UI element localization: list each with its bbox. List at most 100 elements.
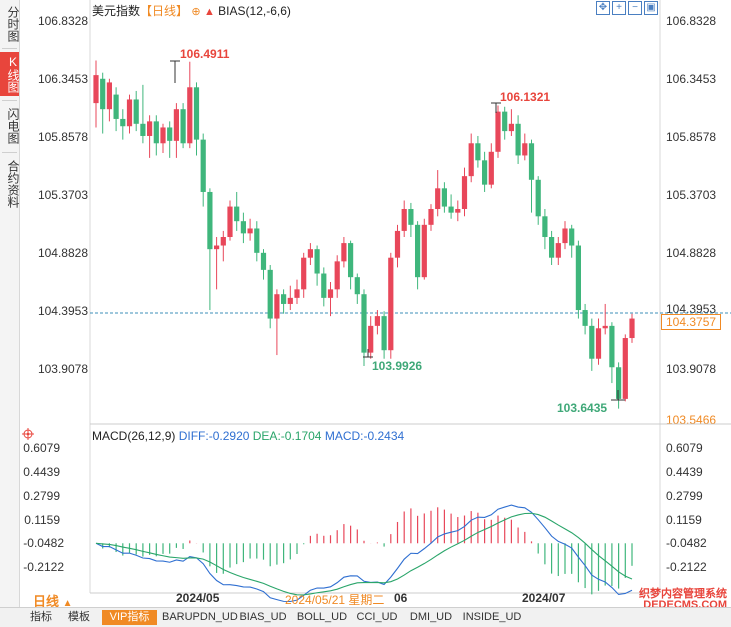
side-tab-kline[interactable]: K线图	[0, 52, 20, 96]
candle-body	[153, 121, 159, 144]
tab-inside-ud[interactable]: INSIDE_UD	[462, 611, 522, 623]
candle-body	[193, 87, 200, 140]
candle-body	[589, 325, 595, 359]
high-label-1: 106.4911	[180, 47, 230, 61]
x-label-jul: 2024/07	[522, 591, 566, 605]
diff-line	[95, 504, 633, 603]
tab-vip-indicators[interactable]: VIP指标	[102, 610, 157, 625]
candle-body	[549, 237, 555, 258]
high-marker-2	[491, 102, 501, 113]
candle-body	[528, 143, 535, 180]
side-tab-contract-info[interactable]: 合约资料	[6, 160, 20, 208]
candle-body	[214, 245, 220, 250]
tab-cci-ud[interactable]: CCI_UD	[356, 611, 398, 623]
price-tick: 106.3453	[666, 72, 717, 86]
candle-body	[361, 294, 367, 353]
price-axis-right: 106.8328 106.3453 105.8578 105.3703 104.…	[660, 0, 731, 430]
candle-body	[240, 221, 246, 234]
price-tick: 104.3953	[666, 302, 717, 316]
side-tab-timeshare[interactable]: 分时图	[6, 6, 20, 42]
candle-body	[133, 99, 139, 124]
candle-body	[408, 209, 414, 225]
macd-tick: 0.6079	[666, 441, 703, 455]
x-label-jun: 06	[394, 591, 408, 605]
candle-body	[495, 111, 501, 152]
zoom-in-icon[interactable]: +	[612, 1, 626, 15]
macd-tick: -0.2122	[23, 560, 64, 574]
candle-body	[401, 209, 407, 231]
tab-boll-ud[interactable]: BOLL_UD	[296, 611, 348, 623]
candle-body	[173, 109, 179, 141]
candle-body	[220, 237, 226, 246]
candle-body	[609, 325, 615, 368]
candle-body	[622, 338, 628, 399]
candle-body	[488, 151, 494, 185]
tab-bias-ud[interactable]: BIAS_UD	[239, 611, 287, 623]
macd-settings-icon[interactable]	[22, 428, 34, 440]
candle-body	[274, 294, 280, 319]
candle-body	[502, 111, 508, 132]
candle-body	[126, 99, 133, 127]
tab-dmi-ud[interactable]: DMI_UD	[409, 611, 453, 623]
candle-body	[388, 257, 394, 351]
price-tick: 106.8328	[666, 14, 717, 28]
price-tick: 104.3953	[37, 304, 88, 318]
candle-body	[120, 118, 126, 127]
watermark: 织梦内容管理系统 DEDECMS.COM	[639, 588, 727, 611]
chart-header: 美元指数【日线】 ⊕ ▲ BIAS(12,-6,6)	[92, 2, 291, 18]
candle-body	[301, 257, 307, 290]
candle-body	[341, 243, 347, 262]
price-tick: 103.9078	[37, 362, 88, 376]
macd-axis-right: 0.6079 0.4439 0.2799 0.1159 -0.0482 -0.2…	[660, 0, 731, 600]
candle-body	[307, 249, 313, 258]
add-indicator-icon[interactable]: ⊕	[191, 6, 201, 18]
x-label-may: 2024/05	[176, 591, 220, 605]
candle-body	[368, 325, 374, 353]
candle-body	[415, 224, 421, 278]
low-marker-2	[611, 390, 625, 401]
tab-barupdn-ud[interactable]: BARUPDN_UD	[162, 611, 238, 623]
candle-body	[441, 188, 447, 207]
price-tick: 106.3453	[37, 72, 88, 86]
candle-body	[421, 224, 427, 278]
price-axis-left: 106.8328 106.3453 105.8578 105.3703 104.…	[0, 0, 90, 430]
fullscreen-icon[interactable]: ▣	[644, 1, 658, 15]
candle-body	[461, 176, 468, 210]
indicator-label: BIAS(12,-6,6)	[218, 4, 291, 18]
macd-tick: -0.0482	[666, 536, 707, 550]
price-tick: 106.8328	[37, 14, 88, 28]
instrument-title: 美元指数	[92, 4, 141, 18]
candle-body	[140, 123, 146, 136]
period-label[interactable]: 【日线】	[140, 4, 189, 18]
macd-tick: 0.1159	[666, 513, 702, 527]
candle-body	[180, 109, 186, 144]
candle-body	[435, 188, 441, 210]
low-label-2: 103.6435	[557, 401, 608, 415]
move-icon[interactable]: ✥	[596, 1, 610, 15]
macd-tick: 0.2799	[23, 489, 60, 503]
candle-body	[334, 261, 340, 290]
candle-body	[348, 243, 354, 278]
dea-line	[95, 512, 633, 596]
low-label-1: 103.9926	[372, 359, 423, 373]
price-tick: 103.9078	[666, 362, 717, 376]
tab-indicators[interactable]: 指标	[30, 611, 52, 623]
last-price-tag: 104.3757	[661, 314, 722, 330]
candle-body	[629, 318, 635, 339]
candle-body	[569, 228, 575, 246]
zoom-out-icon[interactable]: −	[628, 1, 642, 15]
macd-diff: DIFF:-0.2920	[178, 429, 250, 443]
macd-tick: 0.2799	[666, 489, 703, 503]
indicator-arrow-icon[interactable]: ▲	[203, 6, 215, 18]
candle-body	[468, 143, 474, 177]
candle-body	[475, 143, 481, 161]
side-tab-flash[interactable]: 闪电图	[6, 108, 20, 144]
candle-body	[321, 273, 327, 298]
price-tick: 104.8828	[666, 246, 717, 260]
price-tick: 105.8578	[666, 130, 717, 144]
tab-templates[interactable]: 模板	[68, 611, 90, 623]
indicator-tab-bar: 指标 模板 VIP指标 BARUPDN_UD BIAS_UD BOLL_UD C…	[0, 607, 731, 627]
side-tab-bar: 分时图 K线图 闪电图 合约资料	[0, 0, 20, 424]
candle-body	[482, 160, 488, 185]
period-button[interactable]: 日线 ▲	[33, 591, 73, 610]
